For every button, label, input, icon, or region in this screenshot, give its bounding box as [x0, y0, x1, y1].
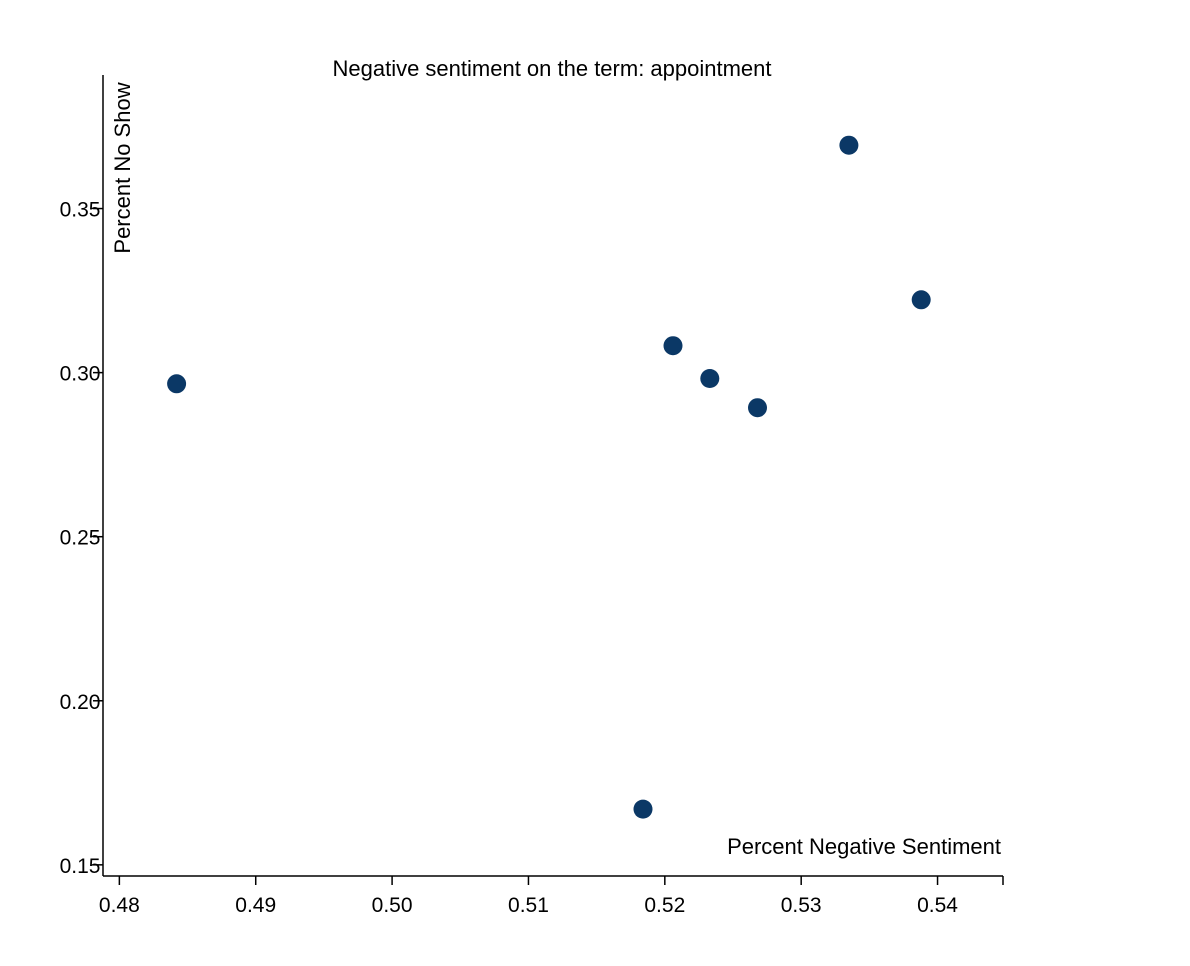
y-tick-label: 0.20 [60, 691, 101, 714]
y-axis-title: Percent No Show [110, 82, 135, 253]
data-point [748, 398, 767, 418]
x-tick-label: 0.51 [508, 894, 549, 917]
data-point [911, 290, 931, 310]
y-tick-label: 0.35 [60, 199, 101, 222]
y-tick-label: 0.30 [60, 363, 101, 386]
data-point [700, 369, 720, 388]
x-tick-label: 0.53 [781, 894, 822, 917]
data-point [839, 135, 859, 155]
x-tick-label: 0.54 [917, 894, 958, 917]
chart-title: Negative sentiment on the term: appointm… [332, 56, 771, 81]
x-tick-label: 0.48 [99, 894, 140, 917]
x-tick-label: 0.49 [235, 894, 276, 917]
y-tick-label: 0.15 [60, 855, 101, 878]
data-point [663, 336, 683, 356]
x-axis-ticks: 0.48 0.49 0.50 0.51 0.52 0.53 0.54 [99, 876, 1004, 917]
y-axis-ticks: 0.15 0.20 0.25 0.30 0.35 [60, 199, 103, 878]
x-axis: 0.48 0.49 0.50 0.51 0.52 0.53 0.54 [99, 875, 1004, 917]
data-points [167, 135, 931, 819]
x-axis-title: Percent Negative Sentiment [727, 834, 1001, 859]
y-axis: 0.15 0.20 0.25 0.30 0.35 [60, 75, 104, 878]
x-tick-label: 0.50 [372, 894, 413, 917]
y-tick-label: 0.25 [60, 527, 101, 550]
data-point [633, 799, 653, 819]
x-tick-label: 0.52 [644, 894, 685, 917]
data-point [167, 374, 187, 394]
